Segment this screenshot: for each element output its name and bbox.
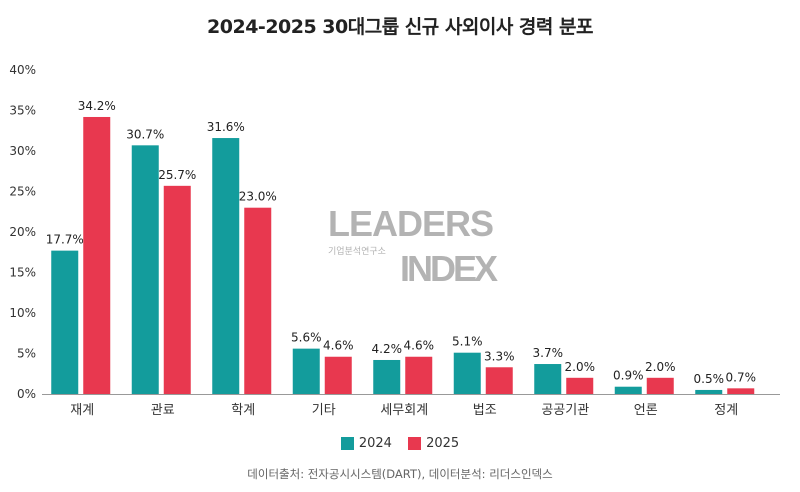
y-tick-label: 20% xyxy=(9,225,36,239)
bar-2025 xyxy=(83,116,111,394)
y-tick-label: 5% xyxy=(17,347,36,361)
x-tick-label: 학계 xyxy=(231,403,255,418)
y-tick-label: 25% xyxy=(9,185,36,199)
data-label: 30.7% xyxy=(126,127,164,141)
data-label: 5.1% xyxy=(452,335,483,349)
bar-2025 xyxy=(727,388,755,394)
data-label: 0.5% xyxy=(694,372,725,386)
x-tick-label: 법조 xyxy=(473,403,497,418)
data-label: 25.7% xyxy=(158,168,196,182)
data-label: 17.7% xyxy=(46,233,84,247)
x-tick-label: 재계 xyxy=(70,403,94,418)
bar-2024 xyxy=(292,348,320,394)
y-tick-label: 0% xyxy=(17,387,36,401)
x-tick-label: 언론 xyxy=(634,403,658,418)
bar-2024 xyxy=(695,389,723,394)
bar-2025 xyxy=(646,377,674,394)
y-tick-label: 30% xyxy=(9,144,36,158)
bar-2025 xyxy=(324,356,352,394)
x-tick-label: 관료 xyxy=(151,403,175,418)
y-tick-label: 35% xyxy=(9,104,36,118)
data-label: 0.9% xyxy=(613,369,644,383)
bar-2025 xyxy=(244,207,272,394)
bar-2024 xyxy=(131,145,159,394)
bar-2025 xyxy=(566,377,594,394)
chart-title: 2024-2025 30대그룹 신규 사외이사 경력 분포 xyxy=(207,16,593,38)
x-tick-label: 기타 xyxy=(312,403,336,418)
leaders-index-watermark: LEADERS 기업분석연구소 INDEX xyxy=(328,203,498,290)
x-tick-label: 공공기관 xyxy=(541,403,589,418)
data-label: 2.0% xyxy=(565,360,596,374)
data-label: 4.6% xyxy=(404,339,435,353)
bar-2024 xyxy=(614,386,642,394)
data-label: 31.6% xyxy=(207,120,245,134)
x-tick-label: 세무회계 xyxy=(380,403,428,418)
legend-item-2025: 2025 xyxy=(408,436,459,451)
data-label: 4.2% xyxy=(372,342,403,356)
bar-2025 xyxy=(405,356,433,394)
x-tick-label: 정계 xyxy=(714,403,738,418)
legend-item-2024: 2024 xyxy=(340,436,392,451)
data-label: 3.3% xyxy=(484,349,515,363)
data-label: 5.6% xyxy=(291,331,322,345)
bar-chart: 0% 5% 10% 15% 20% 25% 30% 35% 40% 재계 17.7% 34.2% 관료 3… xyxy=(9,63,780,418)
data-label: 0.7% xyxy=(726,370,757,384)
bar-2024 xyxy=(453,352,481,394)
data-label: 2.0% xyxy=(645,360,676,374)
legend: 2024 2025 xyxy=(0,436,800,454)
y-tick-label: 15% xyxy=(9,266,36,280)
bar-2024 xyxy=(212,138,240,394)
data-label: 23.0% xyxy=(239,190,277,204)
y-tick-label: 10% xyxy=(9,306,36,320)
source-note: 데이터출처: 전자공시시스템(DART), 데이터분석: 리더스인덱스 xyxy=(247,467,553,481)
data-label: 3.7% xyxy=(533,346,564,360)
y-tick-label: 40% xyxy=(9,63,36,77)
data-label: 34.2% xyxy=(78,99,116,113)
bar-2024 xyxy=(534,364,562,394)
bar-2024 xyxy=(373,359,401,394)
bar-2025 xyxy=(485,367,513,394)
bar-2025 xyxy=(163,185,191,394)
data-label: 4.6% xyxy=(323,339,354,353)
legend-swatch xyxy=(408,437,422,450)
legend-swatch xyxy=(340,437,354,450)
bar-2024 xyxy=(51,250,79,394)
